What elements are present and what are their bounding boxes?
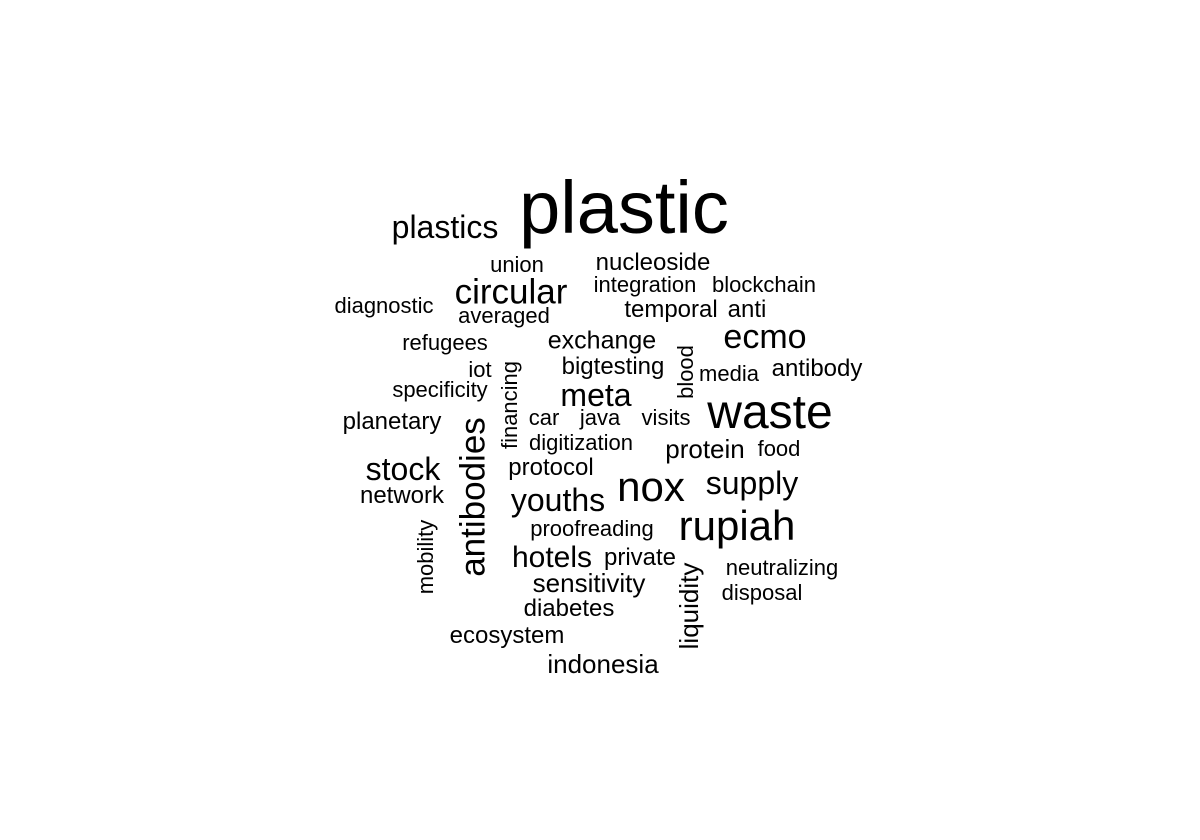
word-nox: nox xyxy=(617,463,685,510)
word-digitization: digitization xyxy=(529,430,633,455)
word-youths: youths xyxy=(510,482,606,518)
word-hotels: hotels xyxy=(511,541,593,574)
word-plastics: plastics xyxy=(391,209,499,245)
word-proofreading: proofreading xyxy=(530,516,654,541)
word-blood: blood xyxy=(673,345,698,399)
word-averaged: averaged xyxy=(458,303,550,328)
word-temporal: temporal xyxy=(624,296,718,323)
word-meta: meta xyxy=(560,377,632,413)
word-nucleoside: nucleoside xyxy=(595,249,711,276)
word-iot: iot xyxy=(468,357,492,382)
word-java: java xyxy=(579,405,621,430)
word-sensitivity: sensitivity xyxy=(532,568,646,598)
word-blockchain: blockchain xyxy=(712,272,816,297)
word-protein: protein xyxy=(665,434,745,464)
word-car: car xyxy=(528,405,560,430)
word-protocol: protocol xyxy=(508,454,594,481)
word-disposal: disposal xyxy=(721,580,803,605)
word-indonesia: indonesia xyxy=(547,649,659,679)
word-diagnostic: diagnostic xyxy=(334,293,434,318)
word-visits: visits xyxy=(641,405,691,430)
word-supply: supply xyxy=(705,465,799,501)
word-network: network xyxy=(359,482,445,509)
word-food: food xyxy=(757,436,801,461)
word-refugees: refugees xyxy=(402,330,488,355)
word-ecmo: ecmo xyxy=(723,318,807,356)
word-exchange: exchange xyxy=(547,326,657,355)
word-integration: integration xyxy=(593,272,697,297)
word-bigtesting: bigtesting xyxy=(561,353,665,380)
word-liquidity: liquidity xyxy=(674,562,704,650)
word-neutralizing: neutralizing xyxy=(725,555,839,580)
word-anti: anti xyxy=(727,296,767,323)
word-financing: financing xyxy=(497,360,522,450)
word-ecosystem: ecosystem xyxy=(449,622,565,649)
word-circular: circular xyxy=(454,272,568,312)
word-private: private xyxy=(603,544,677,571)
word-union: union xyxy=(490,252,544,277)
word-diabetes: diabetes xyxy=(523,595,615,622)
word-rupiah: rupiah xyxy=(678,502,796,549)
word-stock: stock xyxy=(365,451,441,487)
word-waste: waste xyxy=(707,386,833,439)
word-media: media xyxy=(699,361,759,386)
word-antibodies: antibodies xyxy=(453,417,493,577)
word-plastic: plastic xyxy=(519,166,729,249)
word-antibody: antibody xyxy=(771,355,863,382)
word-planetary: planetary xyxy=(342,408,442,435)
word-mobility: mobility xyxy=(413,519,438,595)
word-specificity: specificity xyxy=(392,377,488,402)
